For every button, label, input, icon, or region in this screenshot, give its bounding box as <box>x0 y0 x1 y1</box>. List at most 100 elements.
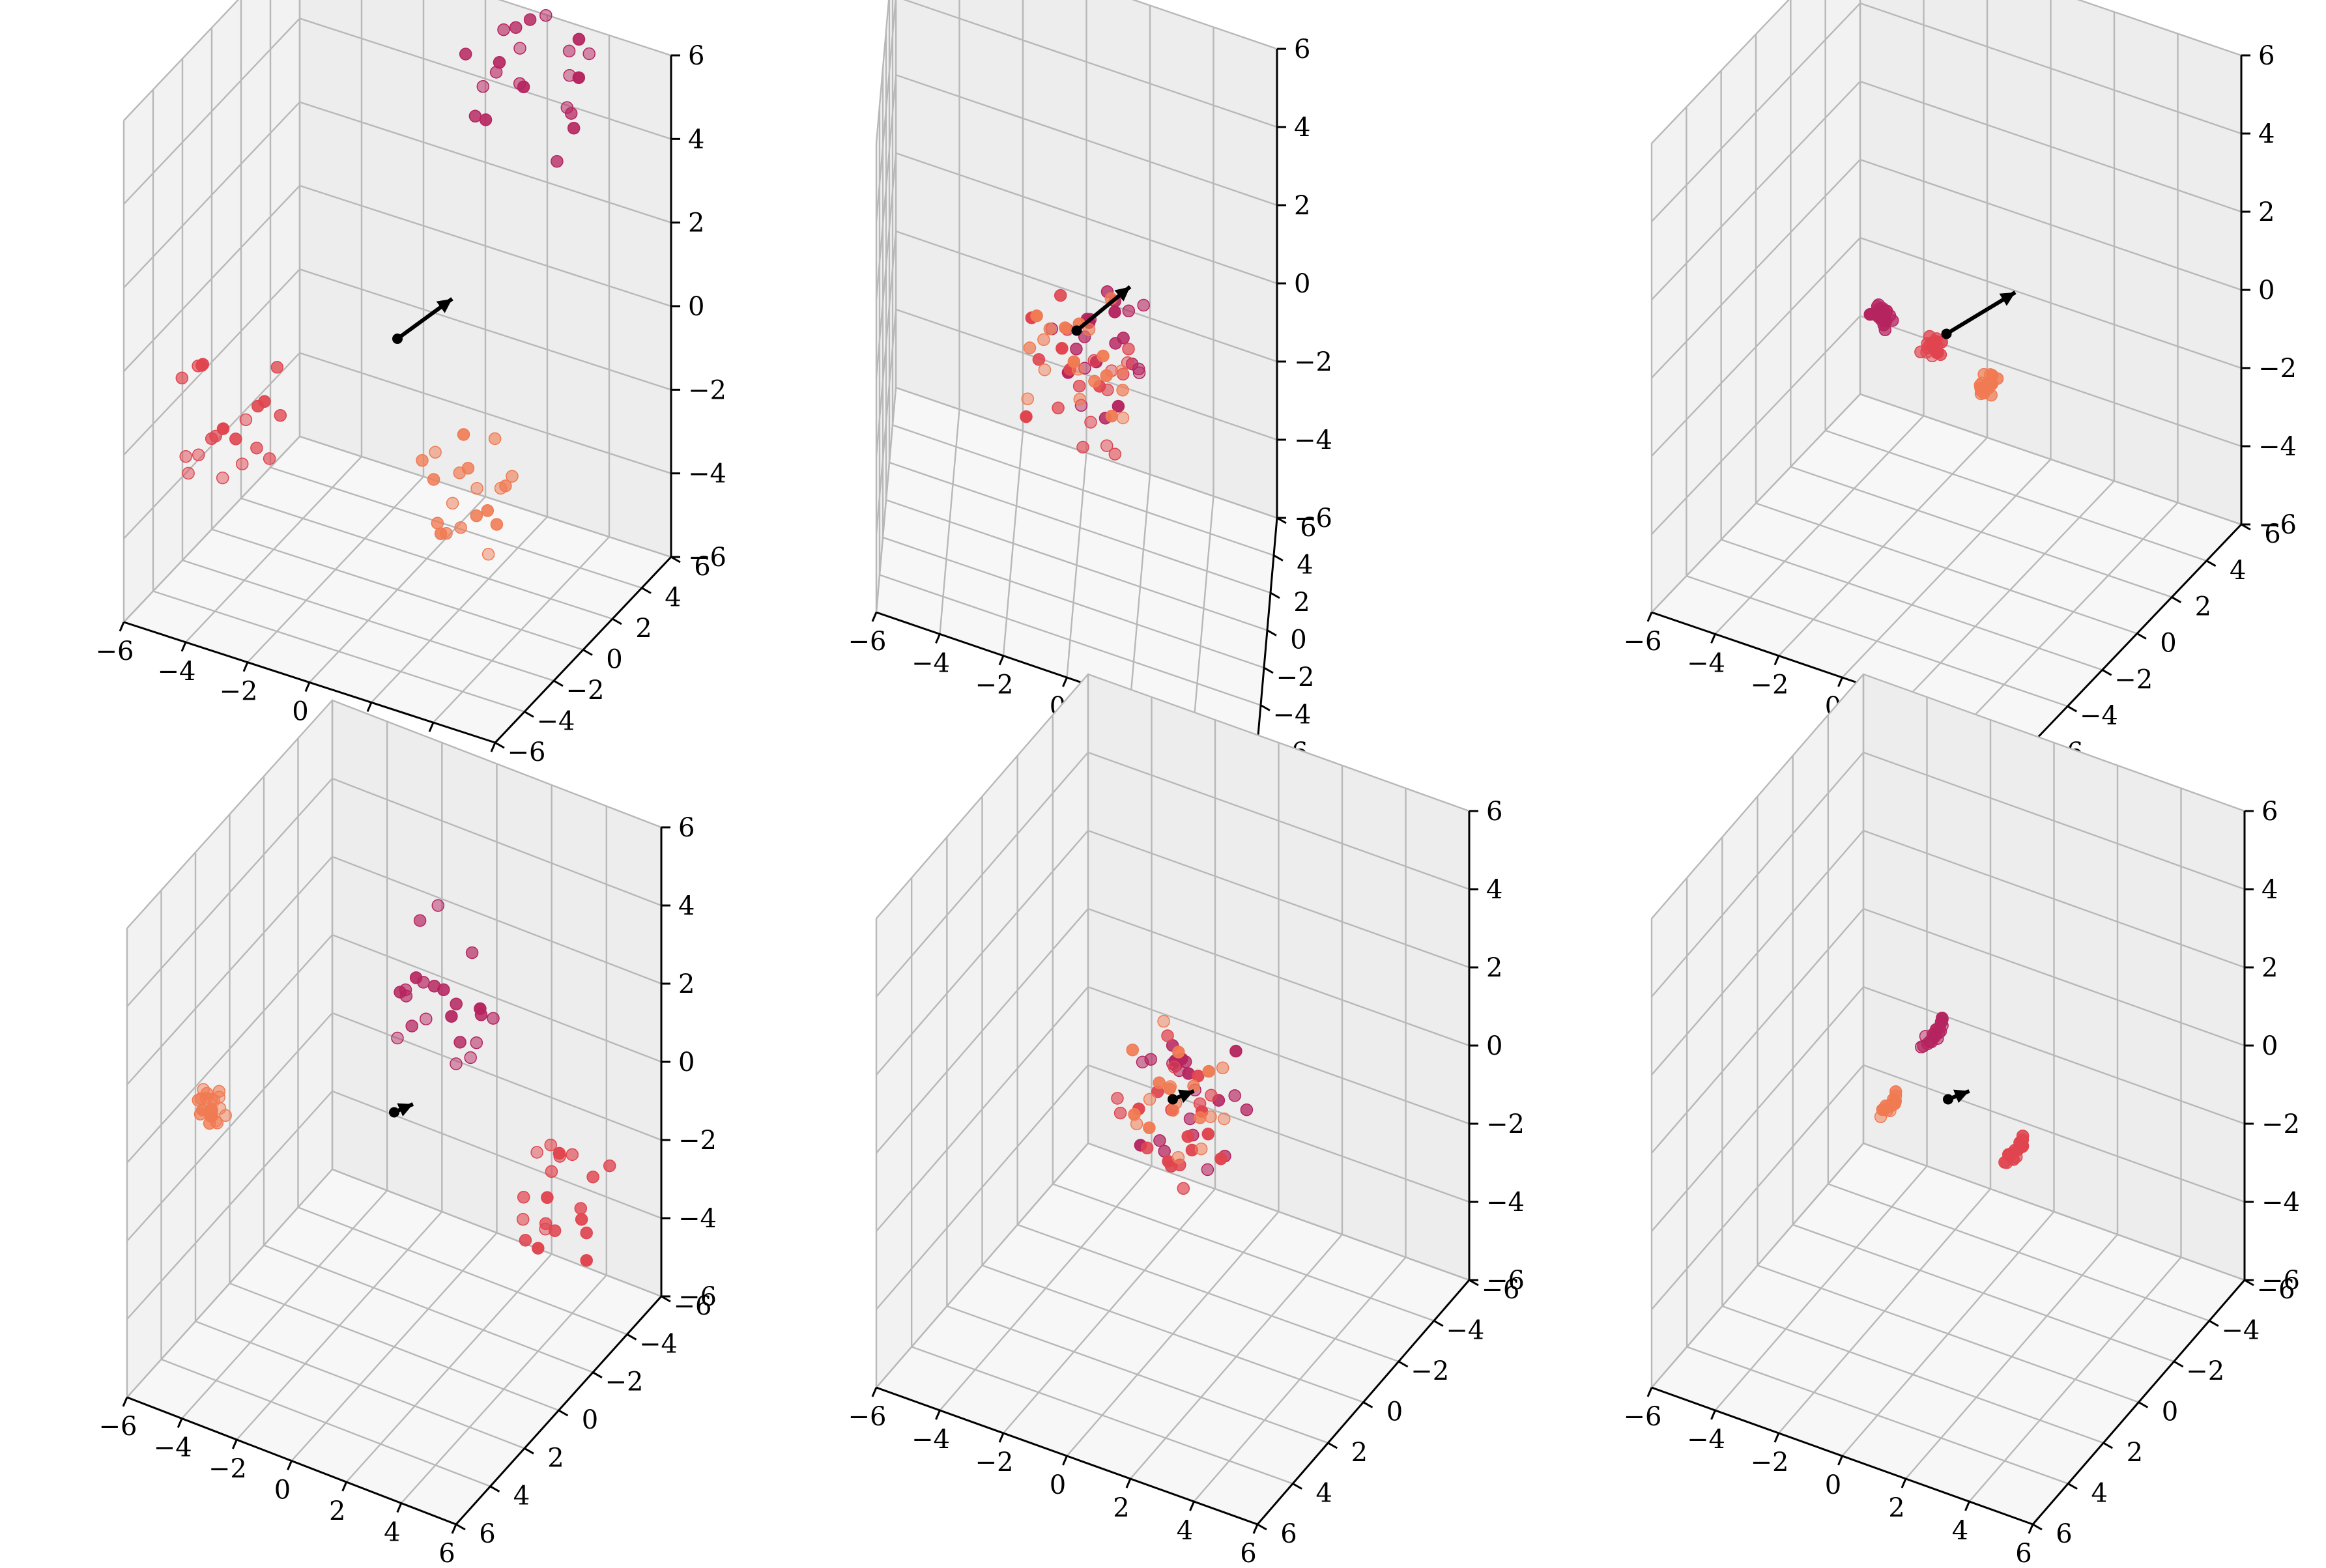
data-point <box>1164 1080 1177 1093</box>
data-point <box>476 80 490 93</box>
data-point <box>1140 1141 1154 1154</box>
arrow-head <box>1999 292 2016 306</box>
x-tick-mark <box>242 662 249 672</box>
x-tick-mark <box>366 702 373 712</box>
data-point <box>175 371 189 385</box>
arrow-origin <box>1071 325 1082 336</box>
z-tick-label: 6 <box>1294 35 1310 64</box>
x-tick-label: 0 <box>292 697 308 727</box>
z-tick-label: 0 <box>2261 1031 2278 1061</box>
cluster-2 <box>1914 330 1948 363</box>
z-tick-label: 4 <box>678 891 695 921</box>
y-tick-mark <box>455 1523 466 1531</box>
data-point <box>513 42 526 55</box>
x-tick-mark <box>231 1439 238 1449</box>
y-tick-mark <box>1270 592 1280 599</box>
y-tick-label: 4 <box>2230 556 2246 586</box>
y-tick-mark <box>524 711 534 718</box>
y-tick-label: 0 <box>1290 625 1306 655</box>
data-point <box>1880 304 1893 317</box>
data-points <box>1874 1012 2030 1169</box>
data-point <box>1144 1053 1157 1066</box>
z-tick-label: 6 <box>688 41 704 71</box>
x-tick-label: 0 <box>274 1475 291 1505</box>
cluster-2 <box>175 358 287 485</box>
x-tick-mark <box>1646 1387 1653 1397</box>
data-point <box>270 361 284 374</box>
x-tick-mark <box>490 742 496 752</box>
x-tick-mark <box>122 1397 128 1407</box>
grid-line <box>1825 429 2207 562</box>
y-tick-label: −4 <box>537 707 575 737</box>
data-point <box>1177 1182 1190 1195</box>
data-point <box>420 1012 433 1025</box>
data-point <box>405 1019 418 1033</box>
y-tick-label: −4 <box>1273 700 1312 730</box>
y-tick-label: 4 <box>1315 1479 1332 1509</box>
data-point <box>210 1117 224 1130</box>
y-tick-mark <box>2205 560 2217 567</box>
y-tick-label: −2 <box>1276 663 1315 692</box>
data-point <box>399 990 413 1003</box>
data-point <box>239 413 253 427</box>
data-point <box>470 509 483 522</box>
y-tick-mark <box>2173 1360 2184 1368</box>
x-tick-mark <box>1901 1478 1907 1489</box>
y-tick-label: −2 <box>605 1367 644 1397</box>
x-tick-label: 2 <box>1113 1493 1129 1523</box>
x-tick-mark <box>998 1433 1005 1443</box>
y-tick-mark <box>592 1371 603 1378</box>
grid-line <box>1651 0 2242 144</box>
data-point <box>251 399 265 413</box>
z-tick-label: 4 <box>1486 875 1502 905</box>
y-tick-label: −2 <box>566 676 605 706</box>
data-point <box>544 1138 557 1152</box>
z-tick-label: 2 <box>688 208 704 238</box>
z-tick-label: −2 <box>688 375 726 405</box>
data-point <box>517 1191 530 1204</box>
y-tick-mark <box>1257 1523 1267 1531</box>
z-tick-label: −4 <box>1486 1188 1525 1218</box>
data-point <box>429 446 442 459</box>
data-point <box>572 33 586 46</box>
data-point <box>1023 341 1037 354</box>
data-point <box>586 1170 599 1184</box>
x-tick-mark <box>1837 1455 1843 1466</box>
data-point <box>1067 355 1081 369</box>
z-tick-label: 0 <box>1294 269 1310 299</box>
x-tick-label: −6 <box>1624 627 1662 657</box>
z-tick-label: −6 <box>688 543 726 573</box>
data-point <box>1228 1089 1241 1102</box>
x-tick-label: −6 <box>1624 1402 1662 1432</box>
x-tick-mark <box>1710 633 1716 644</box>
gridlines <box>875 0 1278 744</box>
z-tick-label: −6 <box>2261 1266 2300 1296</box>
panes <box>122 0 672 744</box>
y-tick-mark <box>2067 705 2078 713</box>
data-point <box>274 408 287 422</box>
data-point <box>481 548 495 561</box>
x-tick-label: −4 <box>1687 648 1725 678</box>
data-point <box>1204 1110 1217 1123</box>
data-point <box>216 422 230 435</box>
grid-line <box>875 0 1278 144</box>
x-tick-mark <box>998 655 1005 666</box>
data-point <box>1936 1012 1949 1025</box>
y-tick-label: 2 <box>635 614 652 644</box>
data-point <box>470 1036 483 1049</box>
y-tick-label: 6 <box>1280 1519 1297 1549</box>
data-point <box>416 454 429 467</box>
data-point <box>580 1226 593 1240</box>
data-point <box>1153 1076 1166 1089</box>
grid-line <box>298 1206 627 1335</box>
arrow-head <box>436 298 452 313</box>
data-point <box>454 521 467 534</box>
y-tick-label: 2 <box>1293 588 1310 618</box>
data-point <box>1194 1142 1208 1156</box>
data-point <box>553 1147 566 1160</box>
data-point <box>1921 337 1934 350</box>
